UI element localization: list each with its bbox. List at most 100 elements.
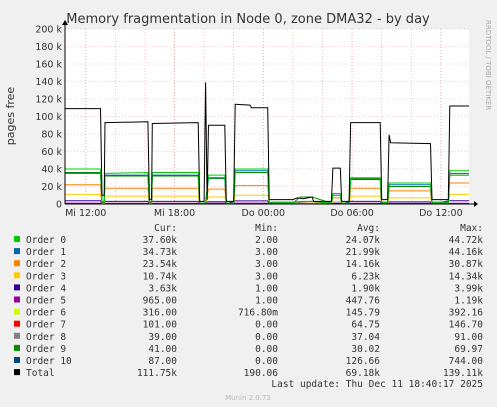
- legend-swatch: [14, 369, 20, 376]
- legend-min: 190.06: [244, 368, 279, 379]
- legend-swatch: [14, 308, 20, 315]
- legend-max: 91.00: [454, 332, 483, 343]
- legend-cur: 87.00: [148, 356, 177, 367]
- legend-swatch: [14, 248, 20, 255]
- legend-cur: 3.63k: [148, 283, 177, 294]
- legend-max: 146.70: [449, 320, 484, 331]
- legend-cur: 965.00: [143, 296, 178, 307]
- legend-avg: 145.79: [346, 308, 381, 319]
- legend-min: 0.00: [255, 344, 278, 355]
- legend-cur: 316.00: [143, 308, 178, 319]
- y-tick-label: 40 k: [41, 165, 62, 176]
- legend-avg: 69.18k: [346, 368, 381, 379]
- legend-name: Order 4: [26, 283, 66, 294]
- x-tick-labels: Mi 12:00 Mi 18:00 Do 00:00 Do 06:00 Do 12:00: [65, 208, 463, 219]
- legend-header-min: Min:: [255, 223, 278, 234]
- series-line-total: [65, 82, 469, 202]
- legend-name: Order 9: [26, 344, 66, 355]
- legend-table: Cur: Min: Avg: Max: Order 0 37.60k 2.00 24.…: [14, 223, 483, 379]
- legend-cur: 34.73k: [143, 247, 178, 258]
- legend-swatch: [14, 272, 20, 279]
- legend-swatch: [14, 296, 20, 303]
- y-tick-label: 160 k: [35, 60, 62, 71]
- legend-min: 1.00: [255, 296, 278, 307]
- series-lines: [65, 82, 469, 205]
- legend-min: 2.00: [255, 235, 278, 246]
- legend-name: Order 10: [26, 356, 72, 367]
- legend-name: Order 8: [26, 332, 66, 343]
- legend-swatch: [14, 284, 20, 291]
- legend-cur: 37.60k: [143, 235, 178, 246]
- legend-swatch: [14, 236, 20, 242]
- x-tick-label: Do 12:00: [419, 208, 463, 219]
- x-tick-label: Do 06:00: [330, 208, 374, 219]
- legend-name: Order 1: [26, 247, 66, 258]
- munin-footer: Munin 2.0.73: [225, 394, 271, 402]
- legend-min: 3.00: [255, 271, 278, 282]
- legend-name: Order 2: [26, 259, 66, 270]
- legend-cur: 111.75k: [137, 368, 177, 379]
- legend-name: Order 0: [26, 235, 66, 246]
- legend-avg: 447.76: [346, 296, 381, 307]
- legend-avg: 37.04: [351, 332, 380, 343]
- legend-max: 69.97: [454, 344, 483, 355]
- legend-max: 392.16: [449, 308, 484, 319]
- legend-max: 44.16k: [449, 247, 484, 258]
- legend-max: 139.11k: [443, 368, 483, 379]
- legend-swatch: [14, 344, 20, 351]
- legend-rows: Order 0 37.60k 2.00 24.07k 44.72k Order 1 34.7…: [14, 235, 483, 379]
- legend-cur: 39.00: [148, 332, 177, 343]
- legend-min: 0.00: [255, 356, 278, 367]
- legend-min: 0.00: [255, 320, 278, 331]
- legend-swatch: [14, 260, 20, 267]
- legend-max: 44.72k: [449, 235, 484, 246]
- legend-cur: 41.00: [148, 344, 177, 355]
- y-tick-label: 80 k: [41, 130, 62, 141]
- legend-swatch: [14, 332, 20, 339]
- y-tick-label: 0: [56, 200, 62, 211]
- legend-max: 30.87k: [449, 259, 484, 270]
- legend-min: 716.80m: [238, 308, 278, 319]
- legend-swatch: [14, 357, 20, 363]
- y-tick-labels: 0 20 k 40 k 60 k 80 k 100 k 120 k 140 k 160 k 180…: [35, 25, 62, 211]
- legend-avg: 126.66: [346, 356, 381, 367]
- y-tick-label: 60 k: [41, 147, 62, 158]
- legend-header-max: Max:: [460, 223, 483, 234]
- grid: [65, 28, 469, 204]
- legend-min: 3.00: [255, 247, 278, 258]
- y-tick-label: 20 k: [41, 182, 62, 193]
- y-axis-arrow-icon: [62, 20, 68, 25]
- y-tick-label: 100 k: [35, 112, 62, 123]
- y-axis-label: pages free: [4, 87, 17, 146]
- legend-name: Order 7: [26, 320, 66, 331]
- legend-avg: 14.16k: [346, 259, 381, 270]
- legend-min: 3.00: [255, 259, 278, 270]
- x-tick-label: Mi 18:00: [154, 208, 195, 219]
- legend-cur: 101.00: [143, 320, 178, 331]
- legend-header-cur: Cur:: [154, 223, 177, 234]
- legend-cur: 23.54k: [143, 259, 178, 270]
- axes: [62, 20, 478, 207]
- legend-max: 744.00: [449, 356, 484, 367]
- legend-name: Order 5: [26, 296, 66, 307]
- legend-avg: 64.75: [351, 320, 380, 331]
- rrdtool-side-label: RRDTOOL / TOBI OETIKER: [484, 20, 492, 110]
- legend-cur: 10.74k: [143, 271, 178, 282]
- y-tick-label: 140 k: [35, 77, 62, 88]
- legend-swatch: [14, 320, 20, 327]
- x-tick-label: Do 00:00: [242, 208, 286, 219]
- legend-min: 0.00: [255, 332, 278, 343]
- y-tick-label: 120 k: [35, 95, 62, 106]
- legend-min: 1.00: [255, 283, 278, 294]
- legend-avg: 6.23k: [351, 271, 380, 282]
- last-update: Last update: Thu Dec 11 18:40:17 2025: [271, 379, 483, 390]
- series-line-order-9: [65, 172, 469, 204]
- x-tick-label: Mi 12:00: [65, 208, 106, 219]
- y-tick-label: 180 k: [35, 42, 62, 53]
- legend-avg: 30.02: [351, 344, 380, 355]
- legend-avg: 21.99k: [346, 247, 381, 258]
- series-line-order-0: [65, 168, 469, 204]
- legend-header-avg: Avg:: [357, 223, 380, 234]
